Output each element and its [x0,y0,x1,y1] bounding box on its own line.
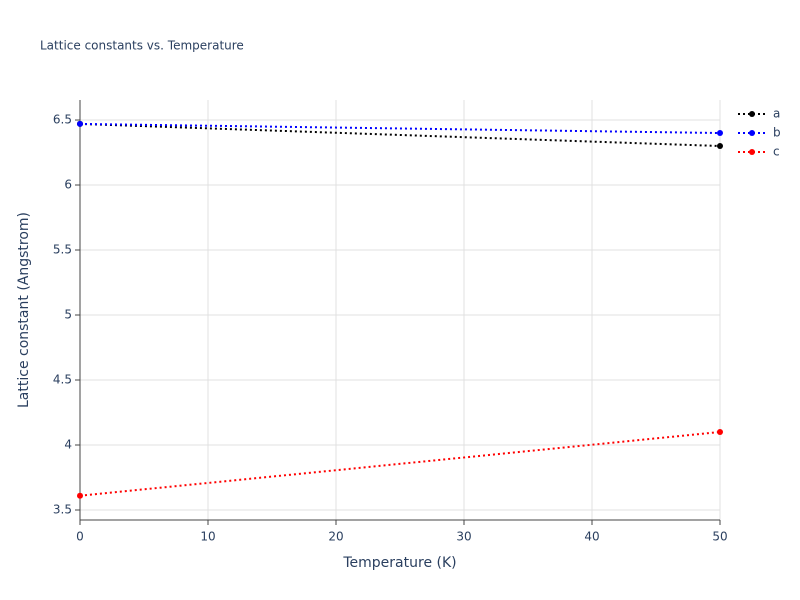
legend-label: c [773,145,780,159]
data-point [717,428,723,435]
x-tick-label: 20 [328,530,343,544]
data-point [717,143,723,150]
y-tick-label: 4.5 [53,373,72,387]
legend-label: b [773,126,781,140]
x-tick-label: 10 [200,530,215,544]
y-tick-label: 4 [64,437,72,451]
data-point [77,120,83,127]
chart-title: Lattice constants vs. Temperature [40,39,244,53]
y-tick-label: 3.5 [53,502,72,516]
y-tick-label: 5 [64,308,72,322]
legend-marker [749,111,755,117]
data-point [77,492,83,499]
x-tick-label: 50 [712,530,727,544]
x-axis-label: Temperature (K) [342,555,456,571]
series-line [79,122,721,148]
y-tick-label: 5.5 [53,243,72,257]
series-line [79,431,721,497]
y-tick-label: 6 [64,178,72,192]
y-axis-label: Lattice constant (Angstrom) [16,212,32,408]
legend-label: a [773,107,780,121]
x-tick-label: 40 [584,530,599,544]
data-point [717,130,723,137]
legend-marker [749,130,755,136]
x-tick-label: 30 [456,530,471,544]
y-tick-label: 6.5 [53,113,72,127]
series-line [79,122,721,135]
x-tick-label: 0 [76,530,84,544]
legend-marker [749,149,755,155]
